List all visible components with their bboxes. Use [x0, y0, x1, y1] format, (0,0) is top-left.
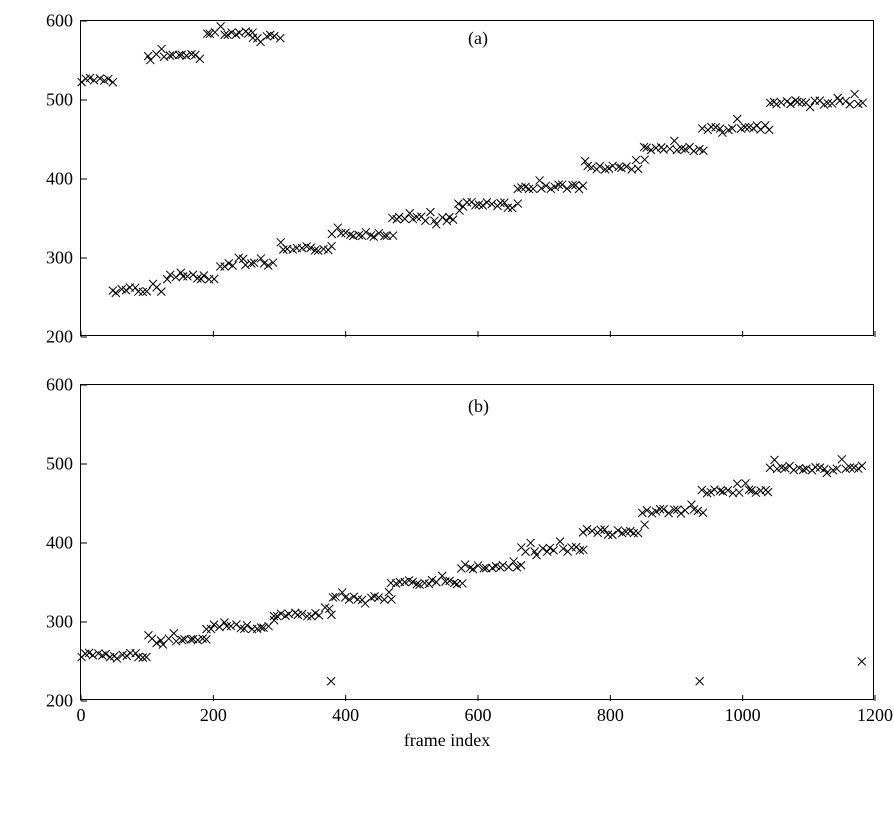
- x-tick-label: 0: [77, 705, 86, 726]
- panel-label: (a): [468, 28, 488, 49]
- x-axis-label: frame index: [20, 730, 874, 751]
- panel-svg: [81, 21, 875, 337]
- y-tick-label: 600: [46, 375, 73, 396]
- y-tick-label: 500: [46, 90, 73, 111]
- y-tick-label: 300: [46, 248, 73, 269]
- x-tick-label: 800: [597, 705, 624, 726]
- y-tick-label: 400: [46, 533, 73, 554]
- x-tick-label: 600: [465, 705, 492, 726]
- x-tick-label: 400: [332, 705, 359, 726]
- y-tick-label: 300: [46, 612, 73, 633]
- panel-svg: [81, 385, 875, 701]
- panel-b: 200300400500600020040060080010001200(b): [80, 384, 874, 700]
- y-tick-label: 200: [46, 327, 73, 348]
- y-tick-label: 400: [46, 169, 73, 190]
- y-tick-label: 200: [46, 691, 73, 712]
- panel-a: 200300400500600(a): [80, 20, 874, 336]
- figure: 200300400500600(a) 200300400500600020040…: [20, 20, 874, 751]
- y-tick-label: 600: [46, 11, 73, 32]
- x-tick-label: 1200: [857, 705, 893, 726]
- x-tick-label: 1000: [725, 705, 761, 726]
- x-tick-label: 200: [200, 705, 227, 726]
- panel-label: (b): [468, 396, 489, 417]
- y-tick-label: 500: [46, 454, 73, 475]
